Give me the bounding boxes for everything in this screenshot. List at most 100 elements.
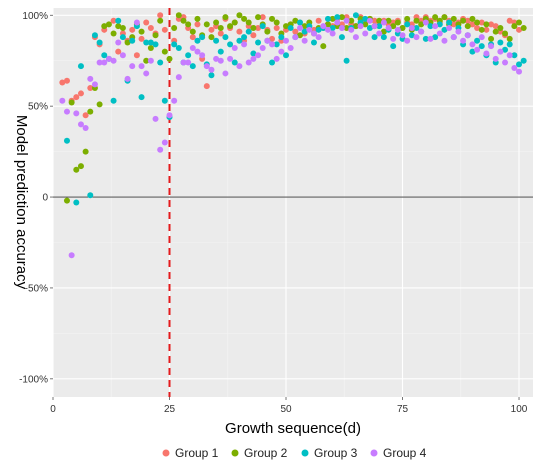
data-point-group-2: [231, 19, 238, 26]
data-point-group-2: [348, 17, 355, 24]
data-point-group-2: [511, 23, 518, 30]
data-point-group-3: [194, 37, 201, 44]
data-point-group-2: [143, 57, 150, 64]
data-point-group-2: [213, 19, 220, 26]
data-point-group-2: [404, 15, 411, 22]
data-point-group-3: [175, 44, 182, 51]
data-point-group-3: [469, 48, 476, 55]
data-point-group-2: [194, 15, 201, 22]
data-point-group-3: [241, 34, 248, 41]
data-point-group-4: [101, 59, 108, 66]
data-point-group-3: [301, 28, 308, 35]
x-tick-label: 75: [397, 404, 409, 415]
data-point-group-2: [236, 12, 243, 19]
data-point-group-1: [464, 17, 471, 24]
data-point-group-4: [427, 35, 434, 42]
x-tick-label: 0: [50, 404, 56, 415]
data-point-group-3: [343, 57, 350, 64]
data-point-group-4: [241, 41, 248, 48]
data-point-group-2: [450, 15, 457, 22]
data-point-group-4: [399, 32, 406, 39]
data-point-group-2: [516, 19, 523, 26]
data-point-group-3: [511, 52, 518, 59]
data-point-group-4: [217, 57, 224, 64]
data-point-group-4: [413, 34, 420, 41]
legend-key-group-3: [301, 449, 309, 457]
data-point-group-4: [213, 55, 220, 62]
data-point-group-3: [245, 28, 252, 35]
data-point-group-4: [236, 63, 243, 70]
data-point-group-2: [329, 15, 336, 22]
data-point-group-4: [511, 64, 518, 71]
data-point-group-2: [101, 23, 108, 30]
data-point-group-4: [157, 146, 164, 153]
data-point-group-4: [506, 52, 513, 59]
data-point-group-4: [292, 34, 299, 41]
data-point-group-1: [478, 19, 485, 26]
data-point-group-4: [73, 110, 80, 117]
x-tick-label: 25: [164, 404, 176, 415]
data-point-group-2: [460, 17, 467, 24]
data-point-group-4: [138, 63, 145, 70]
data-point-group-3: [422, 35, 429, 42]
data-point-group-4: [87, 75, 94, 82]
data-point-group-4: [194, 48, 201, 55]
data-point-group-4: [264, 37, 271, 44]
y-axis-title: Model prediction accuracy: [13, 115, 30, 290]
data-point-group-3: [110, 97, 117, 104]
data-point-group-4: [357, 23, 364, 30]
data-point-group-4: [199, 52, 206, 59]
x-tick-label: 50: [280, 404, 292, 415]
data-point-group-4: [129, 63, 136, 70]
data-point-group-1: [143, 19, 150, 26]
data-point-group-4: [334, 19, 341, 26]
data-point-group-3: [478, 43, 485, 50]
data-point-group-3: [506, 41, 513, 48]
data-point-group-4: [474, 46, 481, 53]
data-point-group-2: [147, 44, 154, 51]
data-point-group-4: [329, 30, 336, 37]
y-tick-label: 50%: [28, 102, 48, 113]
data-point-group-4: [124, 75, 131, 82]
x-axis-ticks: 0 25 50 75 100: [50, 397, 528, 415]
data-point-group-2: [152, 32, 159, 39]
data-point-group-4: [394, 26, 401, 33]
data-point-group-2: [105, 21, 112, 28]
data-point-group-2: [283, 23, 290, 30]
data-point-group-3: [63, 137, 70, 144]
data-point-group-1: [217, 30, 224, 37]
data-point-group-4: [362, 30, 369, 37]
data-point-group-2: [338, 14, 345, 21]
data-point-group-4: [352, 34, 359, 41]
data-point-group-4: [161, 139, 168, 146]
data-point-group-4: [320, 23, 327, 30]
data-point-group-2: [394, 19, 401, 26]
data-point-group-4: [68, 252, 75, 259]
data-point-group-1: [483, 26, 490, 33]
data-point-group-4: [478, 34, 485, 41]
data-point-group-2: [399, 24, 406, 31]
data-point-group-2: [185, 21, 192, 28]
data-point-group-4: [310, 30, 317, 37]
data-point-group-3: [352, 12, 359, 19]
data-point-group-2: [269, 15, 276, 22]
data-point-group-4: [455, 28, 462, 35]
data-point-group-2: [502, 30, 509, 37]
data-point-group-1: [110, 17, 117, 24]
legend-label-group-1: Group 1: [175, 446, 219, 460]
data-point-group-4: [119, 52, 126, 59]
data-point-group-3: [129, 37, 136, 44]
data-point-group-4: [315, 34, 322, 41]
data-point-group-3: [73, 199, 80, 206]
data-point-group-1: [115, 48, 122, 55]
data-point-group-4: [343, 17, 350, 24]
data-point-group-4: [245, 59, 252, 66]
plot-panel: [53, 8, 533, 397]
data-point-group-2: [245, 19, 252, 26]
data-point-group-4: [390, 35, 397, 42]
data-point-group-4: [385, 24, 392, 31]
data-point-group-4: [460, 37, 467, 44]
data-point-group-3: [147, 39, 154, 46]
data-point-group-3: [436, 21, 443, 28]
data-point-group-3: [236, 37, 243, 44]
